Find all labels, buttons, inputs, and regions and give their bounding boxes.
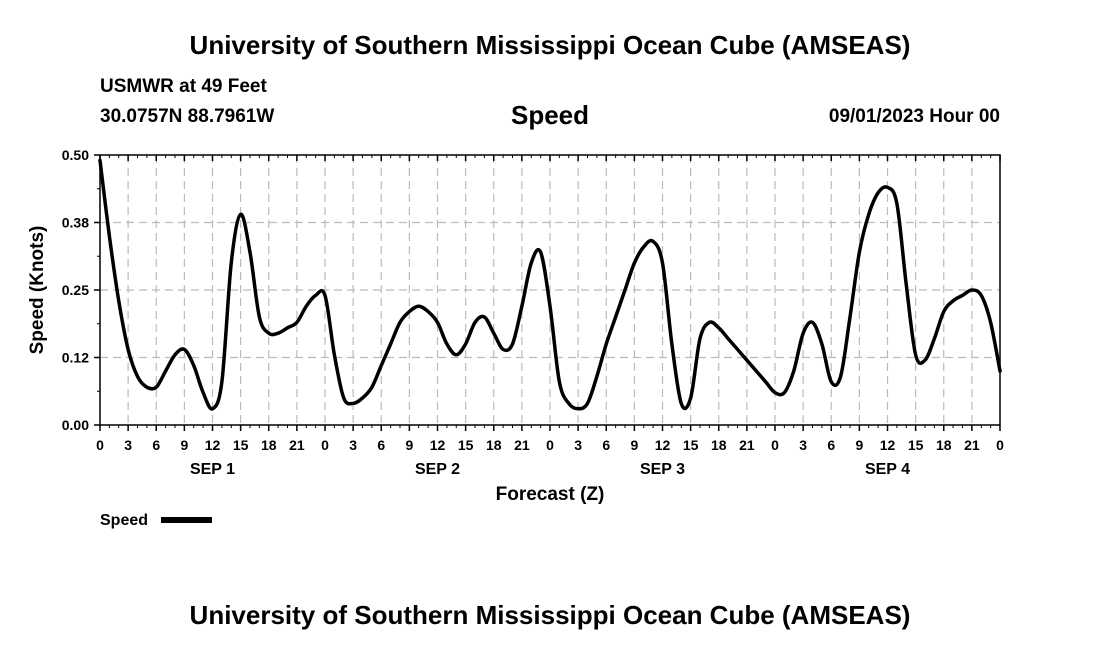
x-axis-label: Forecast (Z)	[496, 484, 605, 505]
coordinates-label: 30.0757N 88.7961W	[100, 106, 275, 127]
x-tick-label: 18	[936, 437, 952, 453]
x-tick-label: 21	[514, 437, 530, 453]
x-tick-label: 12	[655, 437, 671, 453]
x-tick-label: 0	[96, 437, 104, 453]
x-tick-label: 6	[827, 437, 835, 453]
x-tick-label: 21	[739, 437, 755, 453]
x-tick-label: 15	[233, 437, 249, 453]
x-tick-label: 6	[602, 437, 610, 453]
x-tick-label: 18	[486, 437, 502, 453]
x-tick-label: 12	[880, 437, 896, 453]
day-label: SEP 2	[415, 461, 460, 478]
x-tick-label: 9	[855, 437, 863, 453]
x-tick-label: 12	[205, 437, 221, 453]
y-tick-label: 0.00	[62, 417, 89, 433]
x-tick-label: 15	[908, 437, 924, 453]
x-tick-label: 3	[799, 437, 807, 453]
x-tick-label: 0	[771, 437, 779, 453]
chart-title: Speed	[510, 100, 590, 130]
x-tick-label: 21	[964, 437, 980, 453]
x-tick-label: 9	[630, 437, 638, 453]
day-label: SEP 4	[865, 461, 910, 478]
y-axis-label: Speed (Knots)	[27, 226, 48, 355]
x-tick-label: 3	[349, 437, 357, 453]
x-tick-label: 0	[996, 437, 1004, 453]
x-tick-label: 6	[152, 437, 160, 453]
x-tick-label: 15	[683, 437, 699, 453]
x-tick-label: 3	[124, 437, 132, 453]
x-tick-label: 0	[321, 437, 329, 453]
bottom-title: University of Southern Mississippi Ocean…	[189, 600, 911, 630]
x-axis: 0 3 6 9 12 15 18 21 0 3 6 9 12 15 18 21 0 3 6 9 12 15 18 21 0 3 6 9…	[96, 155, 1004, 453]
x-tick-label: 18	[711, 437, 727, 453]
day-label: SEP 1	[190, 461, 235, 478]
forecast-datetime: 09/01/2023 Hour 00	[828, 106, 1000, 127]
x-tick-label: 12	[430, 437, 446, 453]
x-tick-label: 21	[289, 437, 305, 453]
x-tick-label: 15	[458, 437, 474, 453]
x-tick-label: 9	[180, 437, 188, 453]
x-tick-label: 3	[574, 437, 582, 453]
speed-series-line	[98, 158, 1002, 411]
day-label: SEP 3	[640, 461, 685, 478]
y-tick-label: 0.38	[62, 215, 89, 231]
x-tick-label: 6	[377, 437, 385, 453]
y-tick-label: 0.12	[62, 350, 89, 366]
grid	[100, 155, 1000, 425]
x-tick-label: 0	[546, 437, 554, 453]
day-labels: SEP 1 SEP 2 SEP 3 SEP 4	[190, 461, 910, 478]
y-axis: 0.00 0.12 0.25 0.38 0.50	[62, 147, 100, 433]
x-tick-label: 18	[261, 437, 277, 453]
station-label: USMWR at 49 Feet	[100, 76, 267, 97]
top-title: University of Southern Mississippi Ocean…	[189, 30, 911, 60]
y-tick-label: 0.25	[62, 282, 89, 298]
y-tick-label: 0.50	[62, 147, 89, 163]
x-tick-label: 9	[405, 437, 413, 453]
legend-label: Speed	[100, 512, 148, 529]
